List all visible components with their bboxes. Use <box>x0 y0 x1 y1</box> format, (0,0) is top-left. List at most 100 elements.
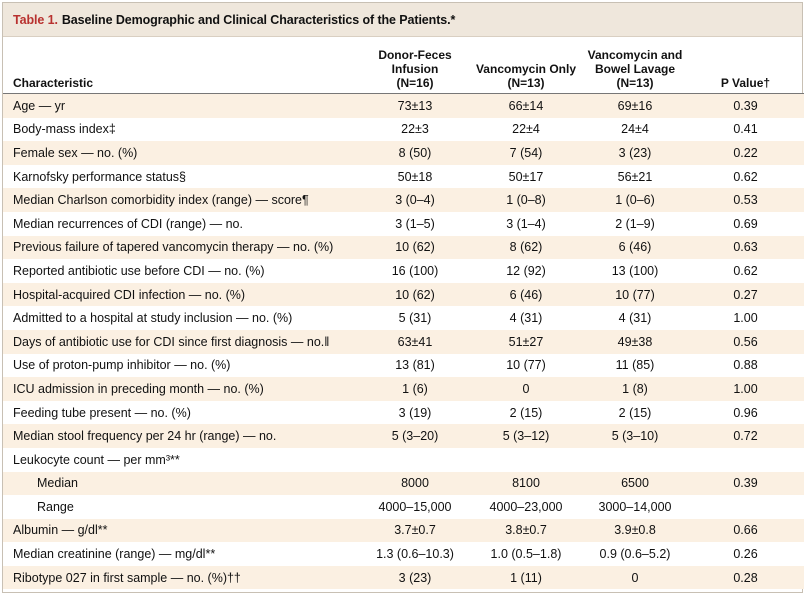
cell-p-value: 1.00 <box>687 377 804 401</box>
cell-donor-feces: 5 (31) <box>361 306 469 330</box>
cell-vancomycin-only: 0 <box>469 377 583 401</box>
cell-donor-feces: 50±18 <box>361 164 469 189</box>
table-row: Leukocyte count — per mm³** <box>3 447 804 472</box>
table-row: Reported antibiotic use before CDI — no.… <box>3 259 804 283</box>
cell-vancomycin-only: 1 (11) <box>469 565 583 590</box>
cell-characteristic: ICU admission in preceding month — no. (… <box>3 377 361 401</box>
table-row: Karnofsky performance status§ 50±18 50±17 5… <box>3 164 804 189</box>
cell-p-value: 0.53 <box>687 188 804 212</box>
table-row: Hospital-acquired CDI infection — no. (%… <box>3 282 804 307</box>
cell-vancomycin-only: 8 (62) <box>469 235 583 260</box>
cell-characteristic: Days of antibiotic use for CDI since fir… <box>3 329 361 354</box>
cell-p-value: 0.28 <box>687 565 804 590</box>
cell-p-value: 0.26 <box>687 542 804 566</box>
cell-vancomycin-lavage: 56±21 <box>583 164 687 189</box>
header-vancomycin-only: Vancomycin Only (N=13) <box>469 37 583 94</box>
table-label: Table 1. <box>13 12 58 27</box>
table-row: Previous failure of tapered vancomycin t… <box>3 235 804 260</box>
cell-vancomycin-lavage: 11 (85) <box>583 353 687 378</box>
cell-characteristic: Leukocyte count — per mm³** <box>3 447 361 472</box>
cell-characteristic: Use of proton-pump inhibitor — no. (%) <box>3 353 361 378</box>
cell-vancomycin-only: 10 (77) <box>469 353 583 378</box>
cell-characteristic: Previous failure of tapered vancomycin t… <box>3 235 361 260</box>
cell-p-value: 0.39 <box>687 93 804 118</box>
cell-characteristic: Admitted to a hospital at study inclusio… <box>3 306 361 330</box>
header-line: Vancomycin and <box>587 48 683 62</box>
header-row: Characteristic Donor-Feces Infusion (N=1… <box>3 37 804 94</box>
cell-donor-feces: 3 (0–4) <box>361 188 469 212</box>
cell-vancomycin-only: 50±17 <box>469 164 583 189</box>
table-row: Age — yr 73±13 66±14 69±16 0.39 <box>3 93 804 118</box>
cell-vancomycin-lavage: 0.9 (0.6–5.2) <box>583 542 687 566</box>
header-line: Bowel Lavage <box>594 62 676 76</box>
cell-p-value: 0.41 <box>687 117 804 142</box>
table-row: Feeding tube present — no. (%) 3 (19) 2 (1… <box>3 400 804 425</box>
table-row: Ribotype 027 in first sample — no. (%)††… <box>3 565 804 590</box>
table-row: ICU admission in preceding month — no. (… <box>3 377 804 401</box>
cell-vancomycin-only: 1 (0–8) <box>469 188 583 212</box>
cell-vancomycin-lavage: 69±16 <box>583 93 687 118</box>
cell-characteristic: Feeding tube present — no. (%) <box>3 400 361 425</box>
cell-p-value: 0.72 <box>687 424 804 448</box>
cell-characteristic: Median <box>3 471 361 496</box>
cell-p-value: 0.56 <box>687 329 804 354</box>
header-vancomycin-lavage: Vancomycin and Bowel Lavage (N=13) <box>583 37 687 94</box>
cell-p-value: 0.39 <box>687 471 804 496</box>
cell-vancomycin-lavage: 10 (77) <box>583 282 687 307</box>
table-row: Median Charlson comorbidity index (range… <box>3 188 804 212</box>
cell-donor-feces: 3 (19) <box>361 400 469 425</box>
cell-vancomycin-only: 12 (92) <box>469 259 583 283</box>
cell-vancomycin-lavage: 3 (23) <box>583 141 687 165</box>
cell-vancomycin-lavage: 4 (31) <box>583 306 687 330</box>
cell-donor-feces: 73±13 <box>361 93 469 118</box>
cell-p-value: 0.66 <box>687 518 804 543</box>
cell-characteristic: Median creatinine (range) — mg/dl** <box>3 542 361 566</box>
cell-donor-feces: 8 (50) <box>361 141 469 165</box>
cell-p-value: 0.69 <box>687 211 804 236</box>
cell-characteristic: Karnofsky performance status§ <box>3 164 361 189</box>
cell-vancomycin-only: 3 (1–4) <box>469 211 583 236</box>
header-characteristic: Characteristic <box>3 37 361 94</box>
cell-p-value <box>687 447 804 472</box>
header-line: (N=13) <box>616 76 654 90</box>
table-body: Age — yr 73±13 66±14 69±16 0.39 Body-mass ind… <box>3 93 804 590</box>
cell-vancomycin-lavage: 1 (8) <box>583 377 687 401</box>
cell-characteristic: Median Charlson comorbidity index (range… <box>3 188 361 212</box>
table-row: Median stool frequency per 24 hr (range)… <box>3 424 804 448</box>
header-line: (N=13) <box>507 76 545 90</box>
cell-p-value: 1.00 <box>687 306 804 330</box>
cell-donor-feces: 3 (1–5) <box>361 211 469 236</box>
cell-vancomycin-lavage: 6 (46) <box>583 235 687 260</box>
cell-characteristic: Hospital-acquired CDI infection — no. (%… <box>3 282 361 307</box>
cell-donor-feces: 22±3 <box>361 117 469 142</box>
cell-vancomycin-only: 7 (54) <box>469 141 583 165</box>
cell-vancomycin-lavage <box>583 447 687 472</box>
cell-vancomycin-lavage: 5 (3–10) <box>583 424 687 448</box>
cell-characteristic: Median stool frequency per 24 hr (range)… <box>3 424 361 448</box>
cell-p-value <box>687 495 804 519</box>
table-row: Median creatinine (range) — mg/dl** 1.3 (… <box>3 542 804 566</box>
table-row: Median recurrences of CDI (range) — no. 3… <box>3 211 804 236</box>
cell-vancomycin-lavage: 6500 <box>583 471 687 496</box>
cell-characteristic: Range <box>3 495 361 519</box>
cell-vancomycin-lavage: 3000–14,000 <box>583 495 687 519</box>
cell-vancomycin-lavage: 2 (1–9) <box>583 211 687 236</box>
cell-p-value: 0.63 <box>687 235 804 260</box>
cell-vancomycin-only: 1.0 (0.5–1.8) <box>469 542 583 566</box>
cell-characteristic: Reported antibiotic use before CDI — no.… <box>3 259 361 283</box>
cell-donor-feces: 10 (62) <box>361 282 469 307</box>
cell-donor-feces: 10 (62) <box>361 235 469 260</box>
table-row: Albumin — g/dl** 3.7±0.7 3.8±0.7 3.9±0.8 0.6… <box>3 518 804 543</box>
cell-vancomycin-only: 51±27 <box>469 329 583 354</box>
header-line: Vancomycin Only <box>475 62 577 76</box>
cell-vancomycin-lavage: 0 <box>583 565 687 590</box>
cell-p-value: 0.22 <box>687 141 804 165</box>
header-donor-feces: Donor-Feces Infusion (N=16) <box>361 37 469 94</box>
cell-donor-feces: 3.7±0.7 <box>361 518 469 543</box>
cell-donor-feces: 63±41 <box>361 329 469 354</box>
cell-characteristic: Ribotype 027 in first sample — no. (%)†† <box>3 565 361 590</box>
cell-characteristic: Female sex — no. (%) <box>3 141 361 165</box>
cell-p-value: 0.88 <box>687 353 804 378</box>
cell-vancomycin-lavage: 49±38 <box>583 329 687 354</box>
header-line: Donor-Feces <box>378 48 452 62</box>
